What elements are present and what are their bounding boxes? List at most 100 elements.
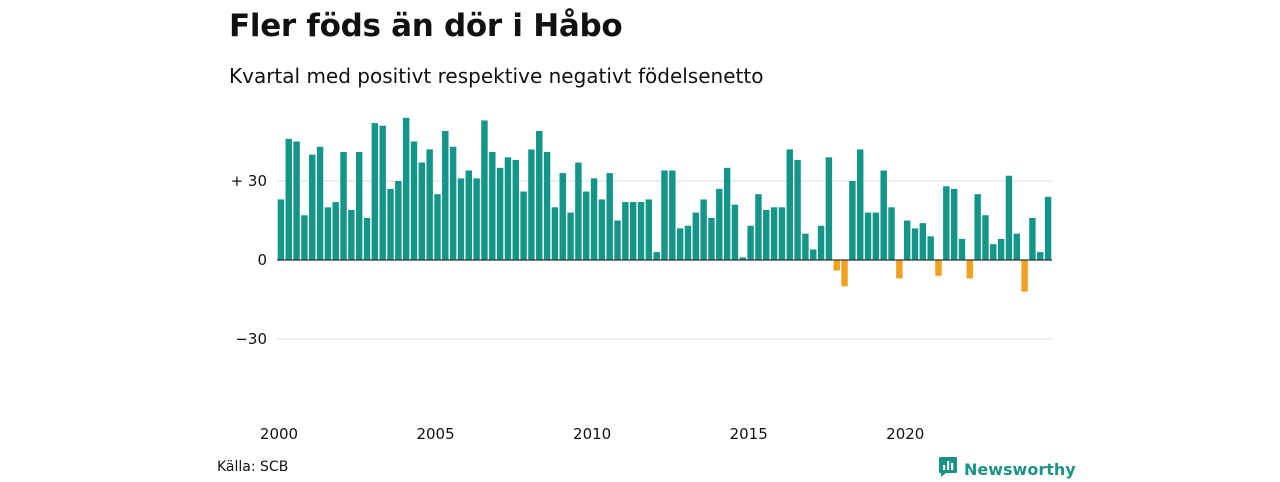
bar bbox=[849, 181, 856, 260]
bar bbox=[1029, 217, 1036, 260]
brand-logo: Newsworthy bbox=[938, 456, 1076, 482]
bar bbox=[637, 202, 645, 260]
newsworthy-logo-icon bbox=[938, 456, 958, 482]
y-tick-label: 0 bbox=[257, 251, 267, 269]
bar bbox=[927, 236, 934, 260]
bar bbox=[301, 215, 308, 260]
bar bbox=[653, 252, 660, 260]
bar bbox=[629, 202, 637, 260]
chart-title: Fler föds än dör i Håbo bbox=[229, 8, 623, 44]
bar bbox=[285, 138, 292, 260]
bar bbox=[763, 209, 770, 260]
bar bbox=[903, 220, 911, 260]
bar bbox=[379, 125, 386, 260]
brand-label: Newsworthy bbox=[964, 459, 1076, 479]
bar bbox=[692, 212, 700, 260]
bar bbox=[277, 199, 285, 260]
bar bbox=[348, 209, 355, 260]
bar bbox=[731, 204, 739, 260]
bar bbox=[864, 212, 872, 260]
bar bbox=[520, 191, 527, 260]
bar bbox=[410, 141, 418, 260]
x-tick-label: 2005 bbox=[416, 425, 454, 443]
bar bbox=[661, 170, 668, 260]
bar bbox=[1013, 233, 1020, 260]
bar bbox=[943, 186, 950, 260]
bar bbox=[536, 130, 543, 260]
bar bbox=[817, 225, 825, 260]
bar bbox=[567, 212, 574, 260]
bar bbox=[457, 178, 465, 260]
y-tick-label: −30 bbox=[235, 330, 267, 348]
bar bbox=[966, 260, 974, 279]
bar bbox=[575, 162, 582, 260]
bar bbox=[622, 202, 629, 260]
x-tick-label: 2010 bbox=[573, 425, 611, 443]
bar bbox=[512, 159, 519, 260]
bar bbox=[755, 194, 762, 260]
bar bbox=[543, 152, 551, 260]
bar bbox=[614, 220, 621, 260]
bar bbox=[293, 141, 300, 260]
bar bbox=[990, 244, 997, 260]
bar bbox=[1044, 196, 1052, 260]
bar bbox=[340, 152, 347, 260]
bar bbox=[387, 188, 394, 260]
bar bbox=[747, 225, 754, 260]
bar bbox=[810, 249, 817, 260]
bar bbox=[974, 194, 981, 260]
bar bbox=[324, 207, 332, 260]
bar bbox=[598, 199, 606, 260]
bar bbox=[723, 167, 731, 260]
bar bbox=[481, 120, 488, 260]
bar bbox=[442, 130, 449, 260]
bar bbox=[958, 238, 966, 260]
bar bbox=[880, 170, 887, 260]
bar bbox=[825, 157, 833, 260]
bar bbox=[676, 228, 684, 260]
bar bbox=[997, 238, 1005, 260]
chart-subtitle: Kvartal med positivt respektive negativt… bbox=[229, 64, 764, 88]
bar bbox=[919, 223, 927, 260]
bar bbox=[786, 149, 793, 260]
bar bbox=[1005, 175, 1013, 260]
x-tick-label: 2020 bbox=[886, 425, 924, 443]
bar bbox=[684, 225, 692, 260]
bar bbox=[371, 123, 379, 260]
bar bbox=[418, 162, 426, 260]
bar bbox=[1037, 252, 1044, 260]
bar bbox=[645, 199, 653, 260]
bar bbox=[402, 117, 410, 260]
bar bbox=[1021, 260, 1028, 292]
bar bbox=[888, 207, 895, 260]
bar bbox=[551, 207, 559, 260]
x-tick-label: 2000 bbox=[260, 425, 298, 443]
bar bbox=[872, 212, 880, 260]
bar bbox=[355, 152, 363, 260]
bar bbox=[841, 260, 848, 287]
bar bbox=[911, 228, 919, 260]
bar bbox=[309, 154, 316, 260]
bar bbox=[770, 207, 778, 260]
x-tick-label: 2015 bbox=[730, 425, 768, 443]
bar bbox=[716, 188, 723, 260]
bar bbox=[473, 178, 480, 260]
bar bbox=[449, 146, 457, 260]
bar bbox=[950, 188, 958, 260]
bar bbox=[426, 149, 433, 260]
bar bbox=[559, 173, 566, 260]
bar bbox=[778, 207, 786, 260]
bar bbox=[504, 157, 512, 260]
bar bbox=[395, 181, 402, 260]
bar bbox=[708, 217, 715, 260]
bar bbox=[856, 149, 864, 260]
bar bbox=[935, 260, 942, 276]
bar bbox=[802, 233, 809, 260]
bar bbox=[700, 199, 707, 260]
bar bbox=[606, 173, 613, 260]
bar bbox=[332, 202, 339, 260]
source-label: Källa: SCB bbox=[217, 459, 289, 475]
bar bbox=[489, 152, 496, 260]
bar bbox=[434, 194, 441, 260]
